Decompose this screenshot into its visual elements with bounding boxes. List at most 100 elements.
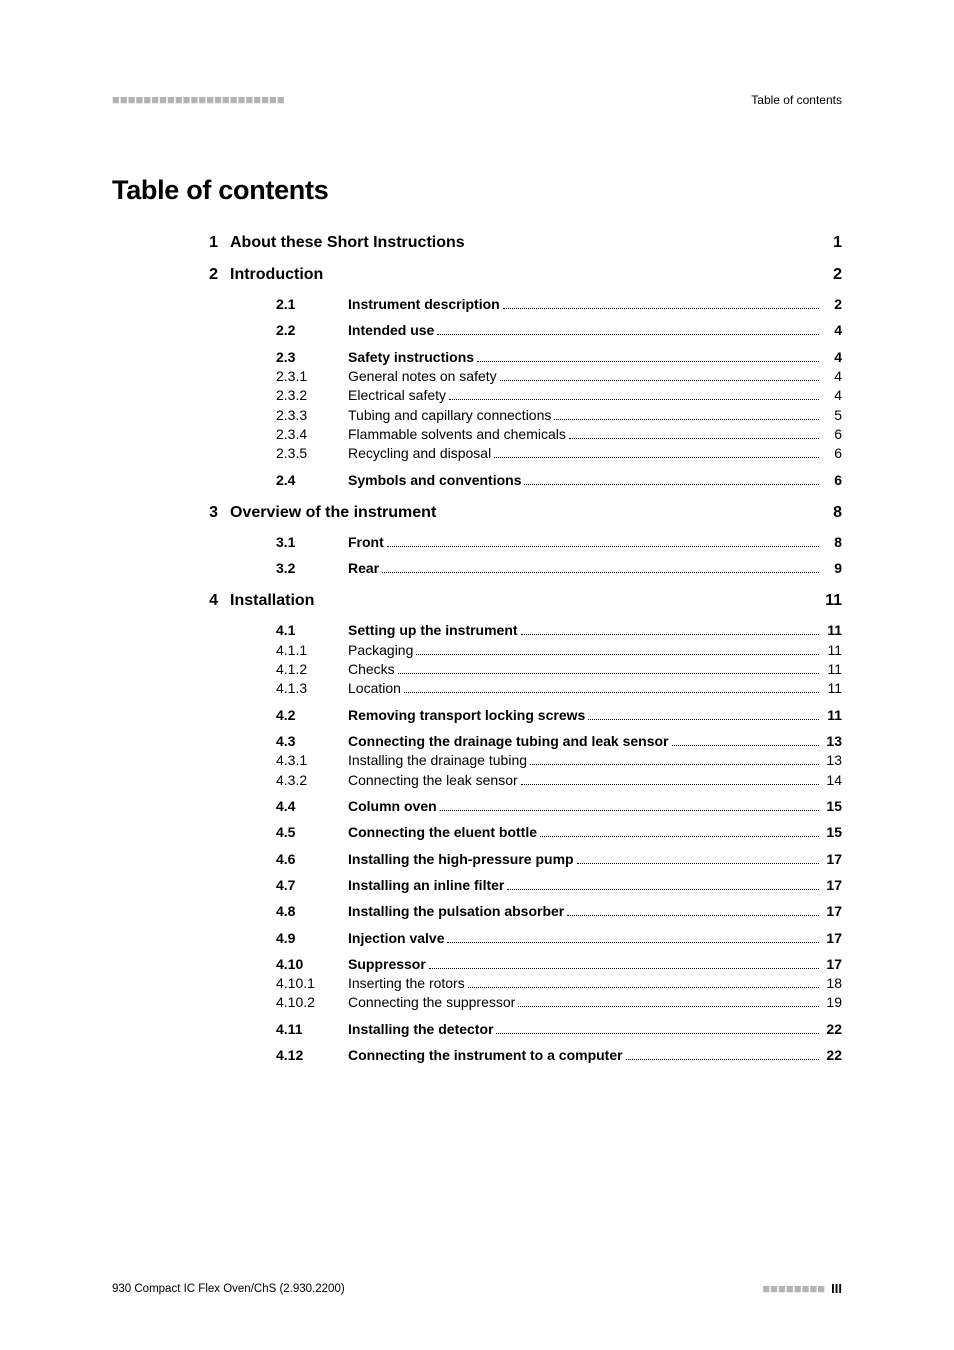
toc-entry-label: Symbols and conventions <box>348 471 521 490</box>
toc-entry-page: 17 <box>822 850 842 869</box>
toc-leader <box>382 572 819 573</box>
toc-entry-page: 17 <box>822 876 842 895</box>
toc-entry-number: 4.1 <box>276 621 348 640</box>
toc-entry-page: 2 <box>822 295 842 314</box>
toc-chapter-title: Introduction <box>218 266 812 284</box>
toc-entry-number: 4.1.3 <box>276 679 348 698</box>
toc-entry: 4.4Column oven 15 <box>276 797 842 816</box>
toc-leader <box>569 438 819 439</box>
toc-entry-label: Installing an inline filter <box>348 876 504 895</box>
toc-entry-page: 13 <box>822 732 842 751</box>
toc-entry-number: 3.2 <box>276 559 348 578</box>
toc-entry-label: Connecting the leak sensor <box>348 771 518 790</box>
toc-entry-number: 4.2 <box>276 706 348 725</box>
toc-entry-label: Removing transport locking screws <box>348 706 585 725</box>
toc-entry-label: Intended use <box>348 321 434 340</box>
toc-entry-page: 4 <box>822 386 842 405</box>
footer-page-number: III <box>831 1281 842 1296</box>
toc-entry-page: 6 <box>822 425 842 444</box>
toc-entry: 4.10.1Inserting the rotors 18 <box>276 974 842 993</box>
toc-leader <box>437 334 819 335</box>
toc-entry-number: 4.12 <box>276 1046 348 1065</box>
toc-entry-number: 4.3.2 <box>276 771 348 790</box>
toc-entry: 4.1.3Location 11 <box>276 679 842 698</box>
toc-entry-page: 17 <box>822 929 842 948</box>
toc-chapter-row: 4Installation11 <box>112 592 842 610</box>
toc-entry: 3.1Front 8 <box>276 533 842 552</box>
toc-entry-number: 4.10.2 <box>276 993 348 1012</box>
toc-chapter-row: 3Overview of the instrument8 <box>112 504 842 522</box>
toc-entry: 4.1.1Packaging 11 <box>276 641 842 660</box>
toc-entry-label: Flammable solvents and chemicals <box>348 425 566 444</box>
toc-entry-label: Inserting the rotors <box>348 974 465 993</box>
toc-entry: 2.3.4Flammable solvents and chemicals 6 <box>276 425 842 444</box>
toc-entry-label: Connecting the instrument to a computer <box>348 1046 623 1065</box>
toc-entry: 4.6Installing the high-pressure pump 17 <box>276 850 842 869</box>
toc-leader <box>540 836 819 837</box>
toc-leader <box>387 546 819 547</box>
toc-entry-number: 2.3.5 <box>276 444 348 463</box>
toc-entry-page: 13 <box>822 751 842 770</box>
toc-entry-page: 4 <box>822 367 842 386</box>
toc-entry: 2.1Instrument description 2 <box>276 295 842 314</box>
toc-chapter-number: 4 <box>112 592 218 610</box>
toc-entry: 4.2Removing transport locking screws 11 <box>276 706 842 725</box>
toc-entry-label: Checks <box>348 660 395 679</box>
toc-chapter-title: About these Short Instructions <box>218 234 812 252</box>
toc-entry-page: 18 <box>822 974 842 993</box>
toc-entry-page: 6 <box>822 471 842 490</box>
toc-leader <box>567 915 819 916</box>
toc-leader <box>554 419 819 420</box>
toc-entry-label: Rear <box>348 559 379 578</box>
toc-leader <box>447 942 819 943</box>
toc-leader <box>440 810 819 811</box>
toc-entry-number: 2.3 <box>276 348 348 367</box>
toc-entry-number: 2.1 <box>276 295 348 314</box>
toc-entry-label: Tubing and capillary connections <box>348 406 551 425</box>
toc-leader <box>404 692 819 693</box>
toc-entry-label: Connecting the eluent bottle <box>348 823 537 842</box>
toc-entry-label: Injection valve <box>348 929 444 948</box>
toc-chapter-page: 2 <box>812 266 842 284</box>
toc-entry-page: 11 <box>822 621 842 640</box>
toc-chapter-number: 2 <box>112 266 218 284</box>
footer-doc-id: 930 Compact IC Flex Oven/ChS (2.930.2200… <box>112 1283 345 1295</box>
toc-entry-page: 15 <box>822 797 842 816</box>
toc-entry-number: 2.3.1 <box>276 367 348 386</box>
header-left-marks: ■■■■■■■■■■■■■■■■■■■■■■ <box>112 92 285 107</box>
toc-entry: 4.3.1Installing the drainage tubing 13 <box>276 751 842 770</box>
toc-entry-number: 4.7 <box>276 876 348 895</box>
toc-entry-label: Connecting the suppressor <box>348 993 515 1012</box>
page-header: ■■■■■■■■■■■■■■■■■■■■■■ Table of contents <box>112 92 842 107</box>
toc-entry-page: 4 <box>822 348 842 367</box>
toc-chapter-row: 1About these Short Instructions1 <box>112 234 842 252</box>
toc-leader <box>521 784 819 785</box>
table-of-contents: 1About these Short Instructions12Introdu… <box>112 234 842 1065</box>
toc-entry-number: 2.3.4 <box>276 425 348 444</box>
toc-entry-number: 4.1.2 <box>276 660 348 679</box>
toc-entry: 4.8Installing the pulsation absorber 17 <box>276 902 842 921</box>
toc-entry-label: Installing the detector <box>348 1020 493 1039</box>
page-title: Table of contents <box>112 175 842 206</box>
toc-leader <box>398 673 819 674</box>
toc-leader <box>429 968 819 969</box>
toc-chapter-title: Overview of the instrument <box>218 504 812 522</box>
footer-right: ■■■■■■■■ III <box>762 1281 842 1296</box>
toc-leader <box>524 484 819 485</box>
toc-entry-label: Installing the drainage tubing <box>348 751 527 770</box>
toc-entry-number: 4.11 <box>276 1020 348 1039</box>
toc-entry-label: Column oven <box>348 797 437 816</box>
toc-entry-group: 3.1Front 83.2Rear 9 <box>276 526 842 579</box>
toc-leader <box>500 380 819 381</box>
toc-entry-number: 2.3.2 <box>276 386 348 405</box>
toc-leader <box>507 889 819 890</box>
toc-entry-number: 4.10.1 <box>276 974 348 993</box>
toc-entry-label: Recycling and disposal <box>348 444 491 463</box>
header-section-label: Table of contents <box>751 93 842 107</box>
toc-entry-label: Front <box>348 533 384 552</box>
toc-chapter-title: Installation <box>218 592 812 610</box>
toc-entry: 4.7Installing an inline filter 17 <box>276 876 842 895</box>
toc-entry: 4.3Connecting the drainage tubing and le… <box>276 732 842 751</box>
toc-entry-label: Instrument description <box>348 295 500 314</box>
toc-leader <box>518 1006 819 1007</box>
